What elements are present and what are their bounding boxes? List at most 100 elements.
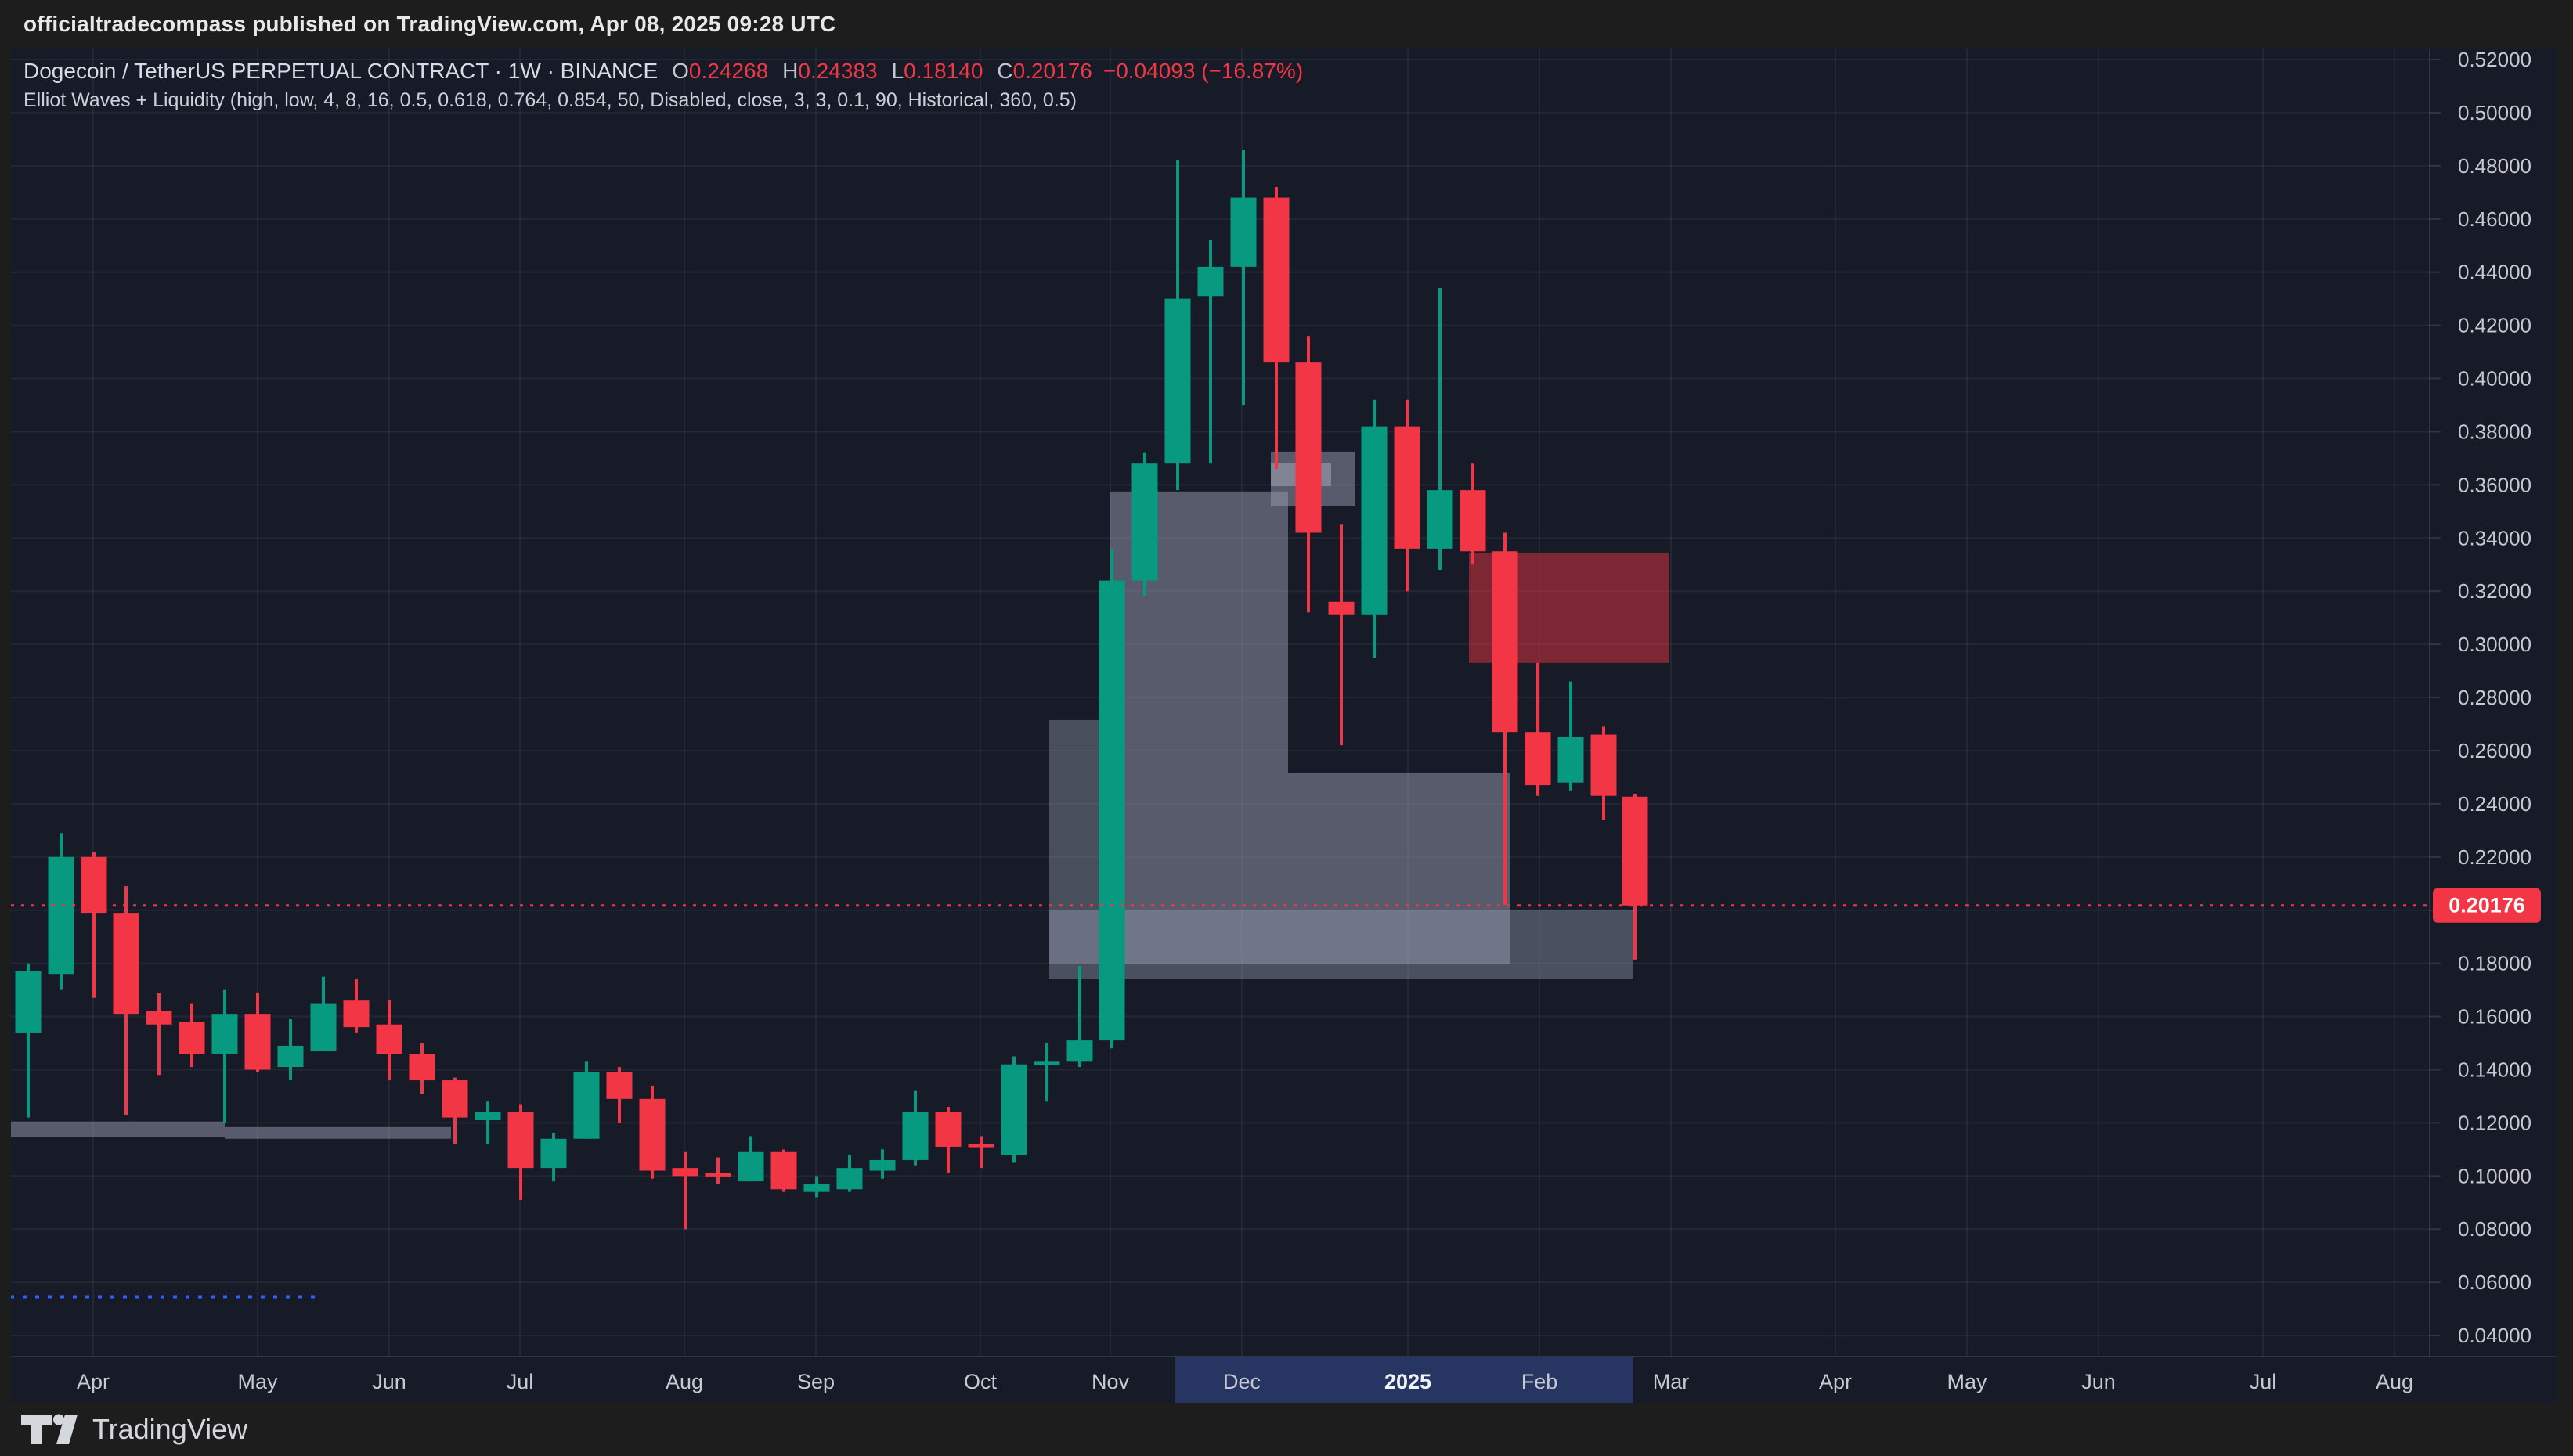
ohlc-low-value: 0.18140 (904, 59, 983, 83)
svg-text:Nov: Nov (1092, 1370, 1130, 1393)
candle (1525, 662, 1551, 796)
svg-text:0.46000: 0.46000 (2458, 207, 2532, 231)
svg-text:0.10000: 0.10000 (2458, 1164, 2532, 1188)
svg-text:0.42000: 0.42000 (2458, 314, 2532, 337)
svg-text:0.38000: 0.38000 (2458, 420, 2532, 443)
candle (1460, 463, 1486, 565)
frame-left (0, 49, 11, 1403)
liquidity-bottom-strip (1049, 910, 1633, 980)
svg-text:0.18000: 0.18000 (2458, 952, 2532, 975)
svg-text:0.36000: 0.36000 (2458, 473, 2532, 496)
candle (803, 1176, 830, 1198)
candle (1590, 726, 1617, 820)
svg-text:0.16000: 0.16000 (2458, 1005, 2532, 1029)
candle (113, 886, 139, 1115)
svg-text:Jul: Jul (2250, 1370, 2277, 1393)
candle (15, 963, 42, 1118)
candle (1492, 532, 1518, 905)
svg-text:0.26000: 0.26000 (2458, 739, 2532, 762)
svg-text:0.30000: 0.30000 (2458, 632, 2532, 656)
candle (376, 1000, 402, 1081)
candle (836, 1155, 863, 1192)
candle (244, 992, 271, 1072)
svg-text:Sep: Sep (797, 1370, 835, 1393)
svg-text:0.12000: 0.12000 (2458, 1111, 2532, 1134)
symbol-row[interactable]: Dogecoin / TetherUS PERPETUAL CONTRACT ·… (23, 58, 1303, 85)
svg-text:0.44000: 0.44000 (2458, 261, 2532, 284)
svg-text:0.20176: 0.20176 (2448, 894, 2525, 917)
tradingview-logo-icon (21, 1414, 78, 1444)
tradingview-logo[interactable]: TradingView (20, 1413, 247, 1446)
candle (1427, 288, 1453, 571)
candle (1263, 187, 1290, 469)
ohlc-low-key: L (891, 59, 904, 83)
candle (672, 1151, 698, 1230)
svg-text:Apr: Apr (77, 1370, 110, 1393)
svg-text:Jun: Jun (2081, 1370, 2116, 1393)
candle (1394, 399, 1420, 592)
candle (606, 1067, 633, 1123)
liquidity-low-left-a (11, 1121, 225, 1137)
candle (1066, 966, 1093, 1068)
candle (442, 1077, 468, 1144)
candle (409, 1043, 435, 1094)
candle (902, 1090, 929, 1166)
publication-info-bar: officialtradecompass published on Tradin… (0, 0, 2573, 49)
svg-text:0.04000: 0.04000 (2458, 1324, 2532, 1347)
svg-text:0.52000: 0.52000 (2458, 48, 2532, 71)
ohlc-open-value: 0.24268 (688, 59, 769, 83)
candle (1295, 336, 1322, 613)
candle (540, 1133, 567, 1182)
svg-text:0.48000: 0.48000 (2458, 154, 2532, 178)
time-axis[interactable]: Apr May Jun Jul Aug Sep Oct Nov Dec 2025 Feb Mar Apr… (77, 1370, 2413, 1393)
liquidity-low-left-b (225, 1126, 451, 1139)
footer-bar: TradingView (0, 1403, 2573, 1456)
svg-text:0.22000: 0.22000 (2458, 845, 2532, 869)
svg-text:Jul: Jul (507, 1370, 534, 1393)
ohlc-open-key: O (672, 59, 689, 83)
candle (738, 1136, 764, 1182)
candle (310, 976, 337, 1051)
candle (639, 1085, 666, 1179)
candle (770, 1149, 797, 1192)
candle (1164, 160, 1191, 491)
candles-layer (15, 150, 1648, 1230)
candle (211, 989, 238, 1123)
candle (1230, 150, 1257, 405)
indicator-label[interactable]: Elliot Waves + Liquidity (high, low, 4, … (23, 89, 1077, 111)
candle (1622, 793, 1648, 960)
symbol-title: Dogecoin / TetherUS PERPETUAL CONTRACT ·… (23, 59, 659, 83)
svg-text:Oct: Oct (964, 1370, 998, 1393)
candle (1131, 452, 1158, 596)
svg-text:0.40000: 0.40000 (2458, 367, 2532, 391)
candle (81, 852, 107, 998)
candle (343, 979, 370, 1033)
candle (277, 1018, 304, 1081)
svg-text:0.34000: 0.34000 (2458, 526, 2532, 550)
published-range-band (1175, 1357, 1633, 1403)
chart-legend: Dogecoin / TetherUS PERPETUAL CONTRACT ·… (23, 58, 1303, 113)
svg-text:May: May (237, 1370, 278, 1393)
svg-text:0.32000: 0.32000 (2458, 579, 2532, 603)
candle (48, 833, 74, 990)
candle (573, 1061, 600, 1139)
candle (146, 992, 172, 1076)
ohlc-close-value: 0.20176 (1012, 59, 1092, 83)
frame-right (2557, 49, 2573, 1403)
candle (1557, 681, 1584, 791)
candle (507, 1104, 534, 1200)
candle (1197, 240, 1224, 464)
candle (1001, 1056, 1027, 1163)
candle (1099, 548, 1125, 1049)
ohlc-close-key: C (997, 59, 1013, 83)
candle (935, 1107, 962, 1173)
candle (1328, 524, 1355, 746)
candle (475, 1101, 501, 1144)
svg-text:2025: 2025 (1384, 1370, 1431, 1393)
svg-text:Mar: Mar (1653, 1370, 1690, 1393)
svg-text:0.06000: 0.06000 (2458, 1270, 2532, 1294)
candle (968, 1136, 994, 1169)
candle (1034, 1043, 1060, 1102)
